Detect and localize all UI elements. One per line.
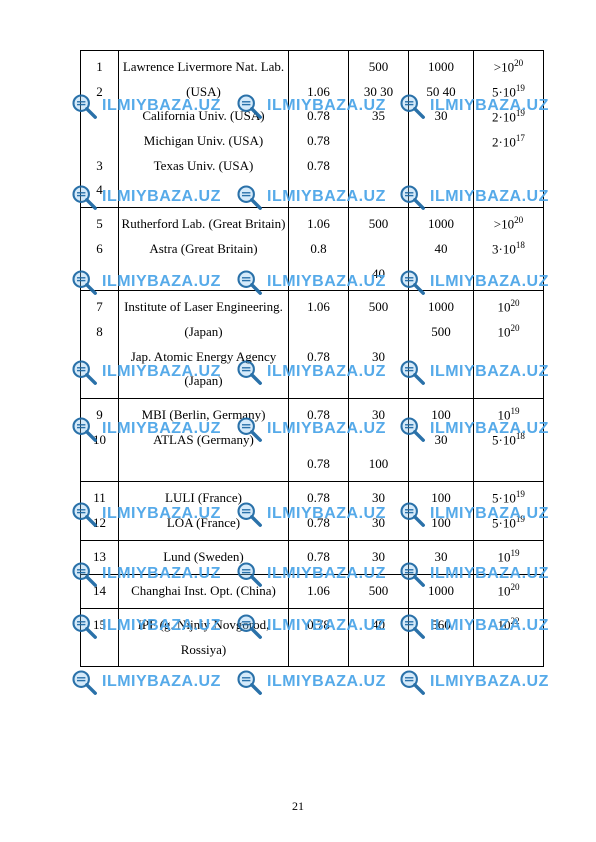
cell-name: Lawrence Livermore Nat. Lab. (USA) Calif… [119, 51, 289, 208]
cell-a: 1.06 0.78 [289, 291, 349, 399]
table-row: 9 10MBI (Berlin, Germany) ATLAS (Germany… [81, 398, 544, 481]
cell-b: 30 [349, 541, 409, 575]
cell-c: 100 100 [409, 482, 474, 541]
cell-d: 1019 [474, 541, 544, 575]
cell-a: 1.06 [289, 575, 349, 609]
cell-num: 15 [81, 609, 119, 667]
cell-name: Rutherford Lab. (Great Britain) Astra (G… [119, 208, 289, 291]
cell-name: Institute of Laser Engineering. (Japan) … [119, 291, 289, 399]
cell-d: 5·10195·1019 [474, 482, 544, 541]
table-row: 7 8Institute of Laser Engineering. (Japa… [81, 291, 544, 399]
cell-a: 0.78 0.78 [289, 398, 349, 481]
cell-name: Changhai Inst. Opt. (China) [119, 575, 289, 609]
cell-c: 560 [409, 609, 474, 667]
cell-num: 11 12 [81, 482, 119, 541]
cell-d: >10203·1018 [474, 208, 544, 291]
page-container: 1 2 3 4Lawrence Livermore Nat. Lab. (USA… [0, 0, 596, 842]
cell-b: 40 [349, 609, 409, 667]
cell-num: 5 6 [81, 208, 119, 291]
cell-b: 30 100 [349, 398, 409, 481]
cell-b: 500 [349, 575, 409, 609]
cell-d: 1020 [474, 575, 544, 609]
cell-b: 500 30 30 35 [349, 51, 409, 208]
cell-d: 10195·1018 [474, 398, 544, 481]
cell-num: 1 2 3 4 [81, 51, 119, 208]
cell-c: 1000 50 40 30 [409, 51, 474, 208]
table-row: 15IPF (g. Nijniy Novgorod, Rossiya)0.784… [81, 609, 544, 667]
cell-num: 14 [81, 575, 119, 609]
cell-num: 9 10 [81, 398, 119, 481]
cell-d: 1022 [474, 609, 544, 667]
page-number: 21 [0, 799, 596, 814]
cell-a: 0.78 [289, 541, 349, 575]
cell-name: Lund (Sweden) [119, 541, 289, 575]
cell-b: 30 30 [349, 482, 409, 541]
cell-c: 1000 500 [409, 291, 474, 399]
table-row: 11 12LULI (France) LOA (France)0.78 0.78… [81, 482, 544, 541]
cell-name: IPF (g. Nijniy Novgorod, Rossiya) [119, 609, 289, 667]
cell-b: 500 30 [349, 291, 409, 399]
table-row: 1 2 3 4Lawrence Livermore Nat. Lab. (USA… [81, 51, 544, 208]
cell-d: 10201020 [474, 291, 544, 399]
cell-c: 30 [409, 541, 474, 575]
cell-c: 100 30 [409, 398, 474, 481]
cell-c: 1000 40 [409, 208, 474, 291]
data-table: 1 2 3 4Lawrence Livermore Nat. Lab. (USA… [80, 50, 544, 667]
table-body: 1 2 3 4Lawrence Livermore Nat. Lab. (USA… [81, 51, 544, 667]
cell-a: 0.78 [289, 609, 349, 667]
cell-a: 1.06 0.8 [289, 208, 349, 291]
cell-a: 0.78 0.78 [289, 482, 349, 541]
table-row: 13Lund (Sweden)0.7830301019 [81, 541, 544, 575]
cell-a: 1.06 0.78 0.78 0.78 [289, 51, 349, 208]
cell-name: MBI (Berlin, Germany) ATLAS (Germany) [119, 398, 289, 481]
cell-num: 13 [81, 541, 119, 575]
cell-name: LULI (France) LOA (France) [119, 482, 289, 541]
cell-d: >10205·10192·10192·1017 [474, 51, 544, 208]
cell-num: 7 8 [81, 291, 119, 399]
cell-c: 1000 [409, 575, 474, 609]
table-row: 5 6Rutherford Lab. (Great Britain) Astra… [81, 208, 544, 291]
cell-b: 500 40 [349, 208, 409, 291]
table-row: 14Changhai Inst. Opt. (China)1.065001000… [81, 575, 544, 609]
